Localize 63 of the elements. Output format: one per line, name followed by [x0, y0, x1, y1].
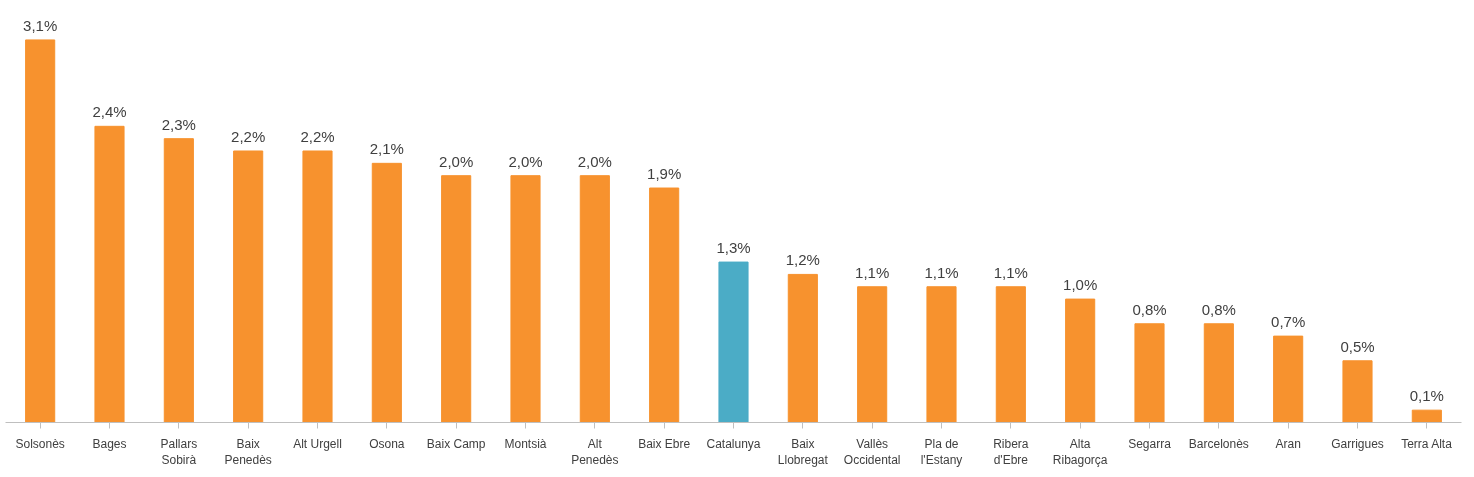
bar [649, 187, 680, 423]
bar [1203, 323, 1234, 423]
x-tick-label: Pla de l'Estany [920, 436, 963, 468]
x-tick-label: Baix Ebre [638, 436, 691, 451]
data-label: 0,1% [1409, 387, 1444, 405]
bar [371, 162, 402, 423]
x-tick-label: Baix Camp [426, 436, 486, 451]
data-label: 1,1% [993, 263, 1028, 281]
bar [579, 175, 610, 423]
bar [163, 138, 194, 423]
x-tick-label: Segarra [1128, 436, 1172, 451]
bar [25, 39, 56, 423]
bar [857, 286, 888, 423]
bar [995, 286, 1026, 423]
data-label: 2,0% [577, 152, 612, 170]
bar [441, 175, 472, 423]
data-label: 1,2% [785, 251, 820, 269]
bar [510, 175, 541, 423]
bar [787, 273, 818, 423]
bar [1411, 409, 1442, 423]
x-tick-label: Terra Alta [1401, 436, 1453, 451]
bar [1273, 335, 1304, 423]
bar [1342, 360, 1373, 423]
x-tick-label: Baix Penedès [224, 436, 272, 468]
data-label: 2,3% [161, 115, 196, 133]
data-label: 2,0% [508, 152, 543, 170]
data-label: 2,1% [369, 140, 404, 158]
x-tick-label: Solsonès [15, 436, 65, 451]
data-label: 0,5% [1340, 337, 1375, 355]
x-tick-label: Catalunya [706, 436, 761, 451]
x-tick-label: Bages [92, 436, 127, 451]
bar [94, 125, 125, 423]
x-tick-label: Vallès Occidental [843, 436, 901, 468]
bar [926, 286, 957, 423]
data-label: 2,2% [231, 128, 266, 145]
x-tick-label: Aran [1275, 436, 1301, 451]
x-tick-label: Alt Penedès [571, 436, 619, 468]
data-label: 1,3% [716, 239, 751, 257]
bar [302, 150, 333, 423]
x-tick-label: Montsià [504, 436, 547, 451]
x-tick-label: Garrigues [1331, 436, 1384, 451]
data-label: 1,1% [855, 263, 890, 281]
data-label: 2,4% [92, 103, 127, 121]
bar [1065, 298, 1096, 423]
x-tick-label: Alt Urgell [293, 436, 342, 451]
data-label: 1,9% [647, 165, 682, 183]
x-tick-label: Pallars Sobirà [160, 436, 198, 468]
data-label: 1,1% [924, 263, 959, 281]
x-tick-label: Osona [369, 436, 405, 451]
data-label: 1,0% [1063, 276, 1098, 294]
x-tick-label: Barcelonès [1188, 436, 1249, 451]
bar [718, 261, 749, 423]
x-tick-label: Ribera d'Ebre [993, 436, 1029, 468]
data-label: 3,1% [23, 16, 58, 34]
data-label: 2,0% [439, 152, 474, 170]
data-label: 0,8% [1201, 300, 1236, 318]
data-label: 0,8% [1132, 300, 1167, 318]
x-tick-label: Alta Ribagorça [1052, 436, 1108, 468]
data-label: 0,7% [1271, 313, 1306, 331]
bar [233, 150, 264, 423]
x-tick-label: Baix Llobregat [777, 436, 829, 468]
data-label: 2,2% [300, 128, 335, 145]
bar [1134, 323, 1165, 423]
